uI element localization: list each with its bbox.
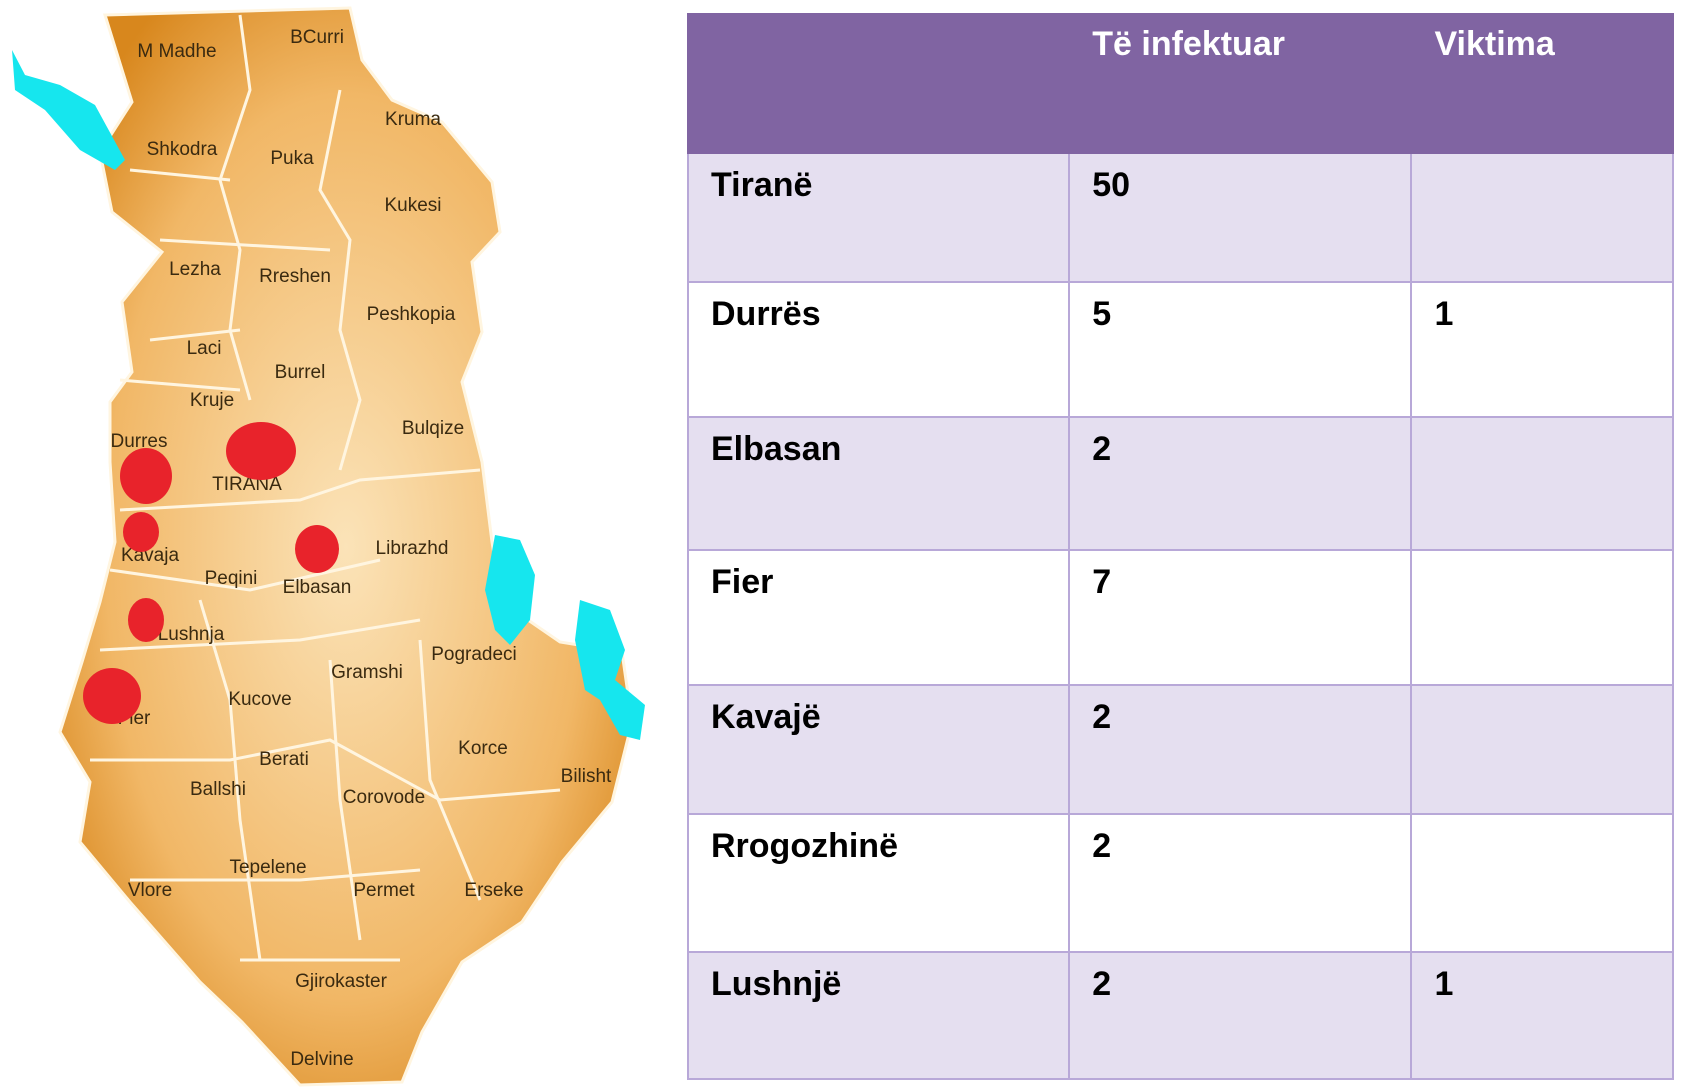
cell: 2 <box>1068 416 1413 551</box>
cell: 2 <box>1068 813 1413 953</box>
district-label: Berati <box>259 749 309 770</box>
header-cell <box>686 13 1071 154</box>
district-label: Kruma <box>385 109 441 130</box>
district-label: Peqini <box>205 568 258 589</box>
cell: 2 <box>1068 684 1413 815</box>
district-label: Rreshen <box>259 266 331 287</box>
cell <box>1410 416 1674 551</box>
cell: Tiranë <box>686 152 1071 283</box>
district-label: Lezha <box>169 259 221 280</box>
cell <box>1410 152 1674 283</box>
marker <box>83 668 141 724</box>
district-label: Corovode <box>343 787 425 808</box>
cell: Lushnjë <box>686 951 1071 1080</box>
district-label: Librazhd <box>376 538 449 559</box>
table-row: Lushnjë 2 1 <box>686 951 1674 1080</box>
table-row: Rrogozhinë 2 <box>686 813 1674 953</box>
marker <box>128 598 164 642</box>
header-cell: Të infektuar <box>1068 13 1413 154</box>
cell: Kavajë <box>686 684 1071 815</box>
table-row: Durrës 5 1 <box>686 281 1674 418</box>
district-label: Laci <box>187 338 222 359</box>
district-label: Kruje <box>190 390 234 411</box>
district-label: Elbasan <box>283 577 352 598</box>
country <box>58 6 634 1087</box>
marker <box>120 448 172 504</box>
district-label: Shkodra <box>147 139 218 160</box>
district-label: Peshkopia <box>367 304 456 325</box>
district-label: Durres <box>110 431 167 452</box>
district-label: BCurri <box>290 27 344 48</box>
district-label: Erseke <box>464 880 523 901</box>
cell: Durrës <box>686 281 1071 418</box>
cell <box>1410 549 1674 686</box>
district-label: Kukesi <box>384 195 441 216</box>
district-label: Bulqize <box>402 418 464 439</box>
cell <box>1410 684 1674 815</box>
cell: Elbasan <box>686 416 1071 551</box>
marker <box>123 512 159 552</box>
district-label: Kucove <box>228 689 291 710</box>
case-markers <box>83 422 339 724</box>
albania-map: M Madhe BCurri Kruma Shkodra Puka Kukesi Lezha… <box>12 6 645 1087</box>
header-cell: Viktima <box>1410 13 1674 154</box>
marker <box>226 422 296 480</box>
table-row: Kavajë 2 <box>686 684 1674 815</box>
header-row: Të infektuar Viktima <box>686 13 1674 154</box>
district-label: Permet <box>353 880 415 901</box>
district-label: Vlore <box>128 880 172 901</box>
district-label: Pogradeci <box>431 644 517 665</box>
district-label: Burrel <box>275 362 326 383</box>
cell: Fier <box>686 549 1071 686</box>
district-label: M Madhe <box>137 41 216 62</box>
cell: 50 <box>1068 152 1413 283</box>
cell: 1 <box>1410 951 1674 1080</box>
table-row: Tiranë 50 <box>686 152 1674 283</box>
lake-prespa <box>575 600 645 740</box>
lake-ohrid <box>485 535 535 645</box>
district-label: Puka <box>270 148 314 169</box>
cell <box>1410 813 1674 953</box>
marker <box>295 525 339 573</box>
district-label: Tepelene <box>229 857 306 878</box>
district-borders <box>90 14 561 962</box>
district-label: Delvine <box>290 1049 353 1070</box>
lake-shkodra <box>12 50 125 170</box>
district-label: Korce <box>458 738 508 759</box>
district-label: Gramshi <box>331 662 403 683</box>
cell: 2 <box>1068 951 1413 1080</box>
district-label: Gjirokaster <box>295 971 388 992</box>
cell: Rrogozhinë <box>686 813 1071 953</box>
table-row: Elbasan 2 <box>686 416 1674 551</box>
district-label: Bilisht <box>561 766 612 787</box>
district-label: Lushnja <box>158 624 225 645</box>
table-row: Fier 7 <box>686 549 1674 686</box>
district-label: Ballshi <box>190 779 246 800</box>
cell: 1 <box>1410 281 1674 418</box>
cell: 7 <box>1068 549 1413 686</box>
cases-table: Të infektuar Viktima Tiranë 50 Durrës 5 1 Elbas… <box>686 13 1674 1080</box>
cell: 5 <box>1068 281 1413 418</box>
